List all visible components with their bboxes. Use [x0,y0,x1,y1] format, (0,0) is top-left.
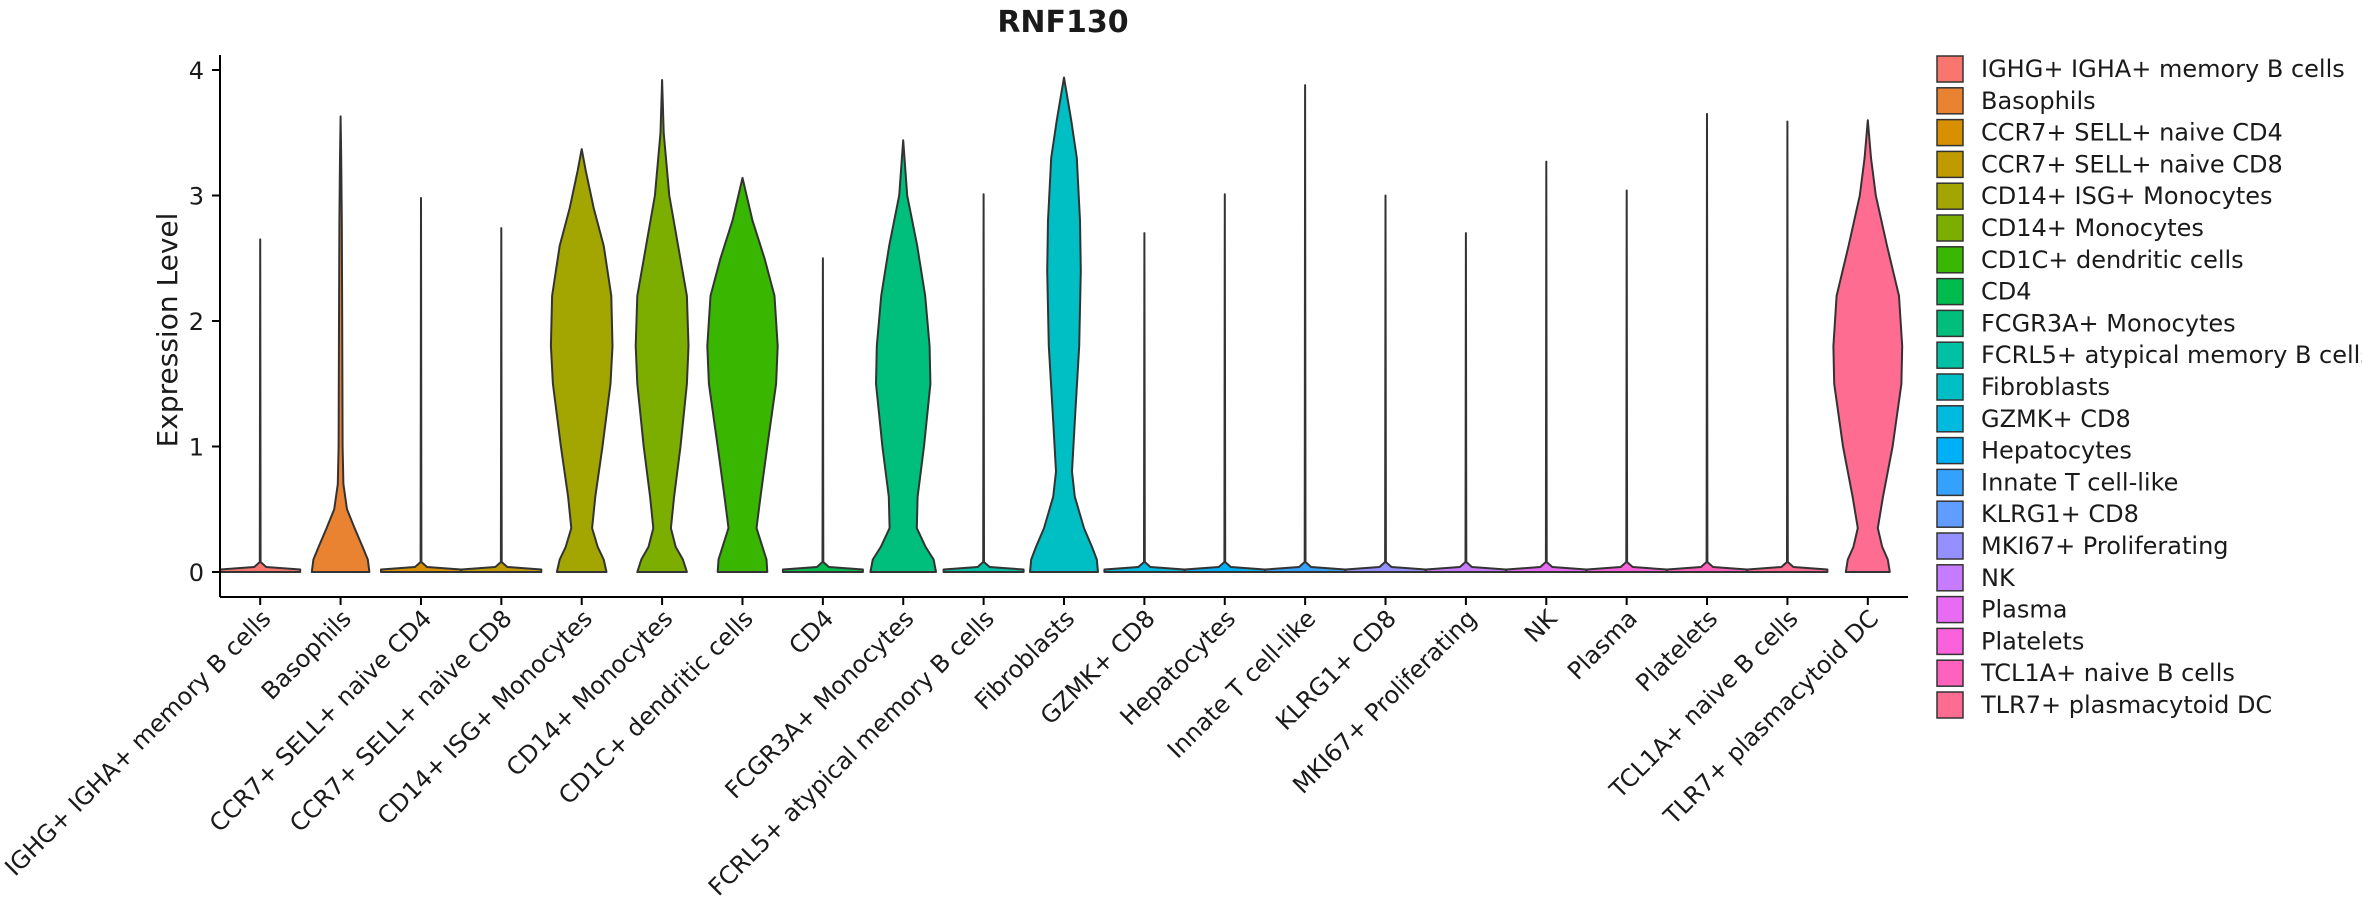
legend-label: CCR7+ SELL+ naive CD4 [1981,119,2283,147]
legend-swatch [1936,627,1964,656]
legend-swatch [1936,309,1964,338]
legend-swatch [1936,468,1964,497]
legend-swatch [1936,405,1964,433]
violin-2 [310,115,371,573]
y-tick-label: 0 [189,559,204,587]
legend-label: Innate T cell-like [1981,468,2178,496]
legend-label: GZMK+ CD8 [1981,405,2131,433]
violin-6 [634,79,690,573]
legend-label: KLRG1+ CD8 [1981,500,2139,528]
violin-15 [1344,194,1427,573]
violin-17 [1505,160,1588,573]
violin-14 [1264,84,1347,573]
y-tick-label: 2 [189,308,204,336]
y-tick-label: 4 [189,57,204,85]
legend-label: Hepatocytes [1981,437,2132,465]
violin-20 [1746,120,1829,573]
y-axis-ticks: 0 1 2 3 4 [189,57,220,587]
violin-13 [1183,193,1266,573]
chart-title: RNF130 [997,5,1128,40]
violin-1 [219,238,302,573]
legend-label: NK [1981,564,2016,592]
legend-swatch [1936,500,1964,528]
x-tick-label: CD4 [784,604,840,660]
legend-label: CD14+ ISG+ Monocytes [1981,182,2273,210]
legend-swatch [1936,150,1964,179]
legend-swatch [1936,246,1964,274]
x-tick-label: NK [1519,604,1564,649]
violin-12 [1103,232,1186,573]
violin-4 [460,227,543,573]
y-tick-label: 1 [189,434,204,462]
legend-swatch [1936,341,1964,369]
legend-swatch [1936,87,1964,115]
legend-label: FCGR3A+ Monocytes [1981,309,2236,337]
x-axis-ticks: IGHG+ IGHA+ memory B cellsBasophilsCCR7+… [0,597,1884,900]
legend-swatch [1936,436,1964,465]
violin-9 [869,139,937,573]
violin-3 [380,197,462,573]
violin-8 [781,257,864,573]
violin-18 [1585,189,1668,573]
legend-swatch [1936,214,1964,242]
legend-swatch [1936,659,1964,687]
legend-swatch [1936,277,1964,306]
legend: IGHG+ IGHA+ memory B cells Basophils CCR7+… [1936,55,2362,719]
violin-11 [1029,76,1099,573]
legend-label: CD14+ Monocytes [1981,214,2204,242]
legend-label: CD1C+ dendritic cells [1981,246,2244,274]
legend-swatch [1936,373,1964,401]
violin-layer [219,76,1904,573]
legend-label: Fibroblasts [1981,373,2110,401]
y-axis-title: Expression Level [151,213,184,448]
violin-10 [942,193,1025,573]
legend-label: MKI67+ Proliferating [1981,532,2229,560]
y-tick-label: 3 [189,183,204,211]
legend-swatch [1936,182,1964,210]
x-tick-label: Plasma [1562,604,1643,685]
x-tick-label: Innate T cell-like [1162,604,1321,763]
legend-swatch [1936,595,1964,624]
legend-label: Plasma [1981,596,2067,624]
legend-swatch [1936,55,1964,83]
legend-label: TLR7+ plasmacytoid DC [1980,691,2272,719]
legend-swatch [1936,564,1964,592]
legend-label: TCL1A+ naive B cells [1980,659,2235,687]
violin-19 [1666,112,1748,573]
legend-label: CCR7+ SELL+ naive CD8 [1981,150,2283,178]
x-tick-label: IGHG+ IGHA+ memory B cells [0,604,276,881]
legend-label: IGHG+ IGHA+ memory B cells [1981,55,2345,83]
violin-7 [706,176,779,573]
legend-swatch [1936,532,1964,560]
violin-16 [1424,232,1507,573]
legend-label: Basophils [1981,87,2096,115]
violin-5 [549,148,614,573]
legend-label: CD4 [1981,278,2032,306]
legend-swatch [1936,118,1964,147]
legend-swatch [1936,691,1964,719]
legend-label: FCRL5+ atypical memory B cells [1981,341,2362,369]
x-tick-label: FCRL5+ atypical memory B cells [703,604,1000,900]
violin-21 [1832,119,1904,573]
legend-label: Platelets [1981,627,2084,655]
